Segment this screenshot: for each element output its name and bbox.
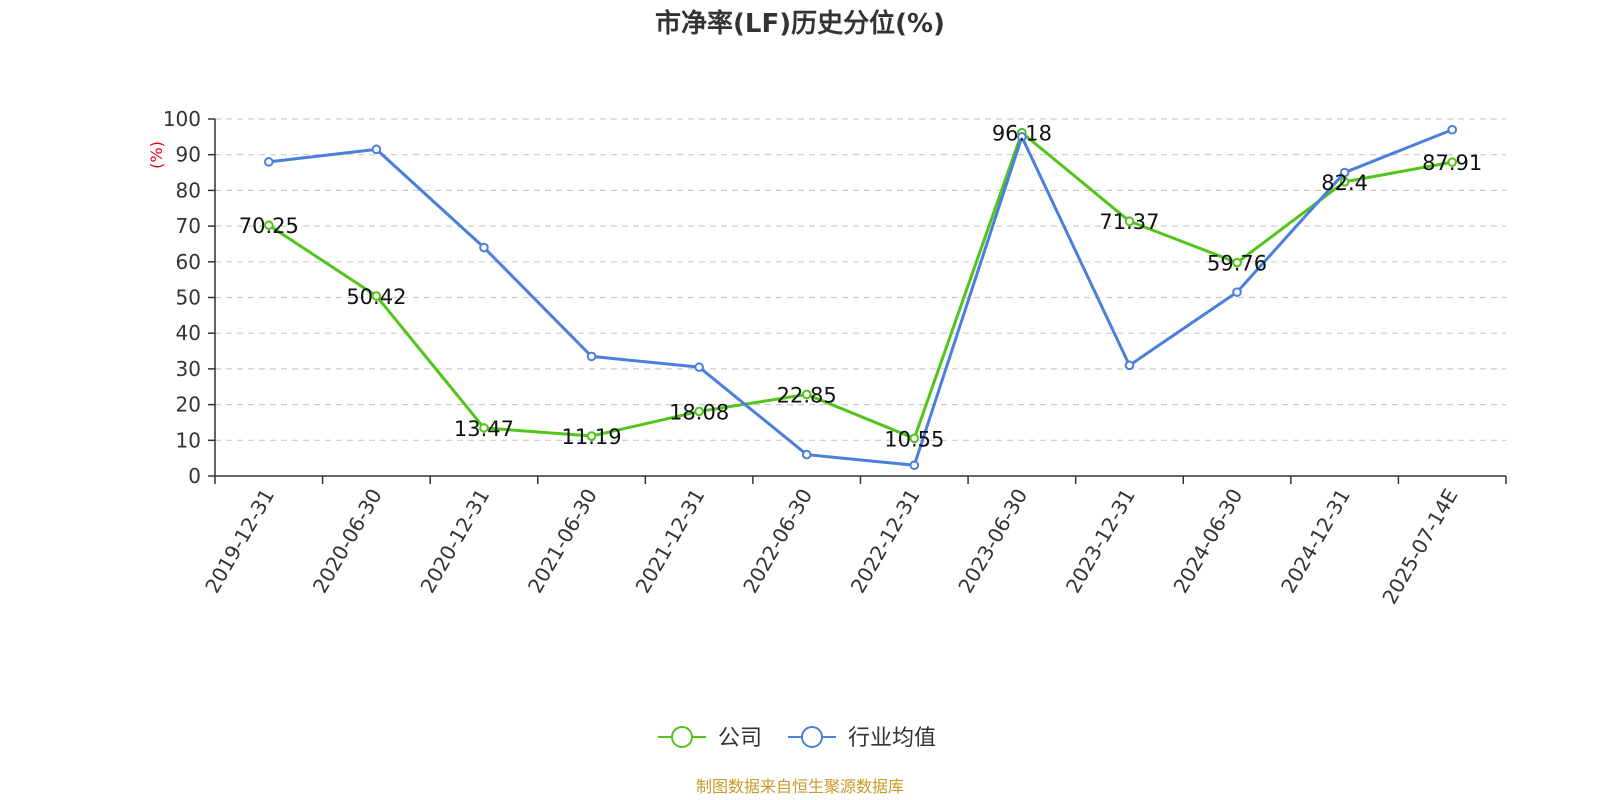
- x-tick-label: 2021-12-31: [631, 485, 710, 598]
- data-label: 70.25: [239, 214, 299, 238]
- data-labels: 70.25 50.42 13.47 11.19 18.08 22.85 10.55 96.18…: [239, 122, 1483, 452]
- y-tick-label: 100: [163, 107, 201, 131]
- data-point[interactable]: [694, 406, 704, 417]
- x-tick-label: 2020-06-30: [308, 485, 387, 598]
- x-tick-label: 2021-06-30: [523, 485, 602, 598]
- x-tick-label: 2020-12-31: [415, 485, 494, 598]
- axes: [208, 118, 1507, 484]
- data-point[interactable]: [1447, 124, 1458, 135]
- data-label: 50.42: [346, 285, 406, 309]
- x-tick-label: 2024-12-31: [1276, 485, 1355, 598]
- x-tick-label: 2023-06-30: [953, 485, 1032, 598]
- legend-item-0[interactable]: 公司: [658, 726, 762, 751]
- series-line-0: [267, 131, 1453, 440]
- legend-item-1[interactable]: 行业均值: [788, 726, 936, 751]
- y-tick-label: 80: [176, 178, 201, 202]
- y-tick-label: 70: [176, 214, 201, 238]
- data-point[interactable]: [263, 220, 274, 231]
- data-label: 18.08: [669, 400, 729, 424]
- y-tick-label: 50: [176, 286, 201, 310]
- data-label: 82.4: [1321, 171, 1368, 195]
- data-point[interactable]: [371, 291, 382, 301]
- data-point[interactable]: [909, 433, 920, 444]
- x-tick-labels: 2019-12-31 2020-06-30 2020-12-31 2021-06-30…: [200, 485, 1462, 609]
- y-tick-label: 40: [176, 321, 201, 345]
- data-label: 96.18: [992, 122, 1052, 146]
- y-axis-label: (%): [147, 141, 166, 169]
- data-label: 59.76: [1207, 252, 1267, 276]
- x-tick-label: 2019-12-31: [200, 485, 279, 598]
- data-label: 71.37: [1099, 210, 1159, 234]
- data-point[interactable]: [1447, 157, 1458, 167]
- series-lines: [263, 124, 1458, 471]
- y-tick-label: 30: [176, 357, 201, 381]
- data-label: 87.91: [1422, 151, 1482, 175]
- data-point[interactable]: [1339, 177, 1350, 187]
- legend[interactable]: 公司 行业均值: [658, 726, 936, 751]
- data-label: 11.19: [561, 425, 621, 449]
- legend-label: 行业均值: [848, 726, 936, 751]
- data-point[interactable]: [371, 144, 382, 155]
- series-line-1: [268, 128, 1453, 467]
- data-point[interactable]: [263, 157, 274, 167]
- data-point[interactable]: [694, 362, 704, 372]
- x-tick-label: 2022-12-31: [846, 485, 925, 598]
- legend-marker: [801, 726, 823, 748]
- data-point[interactable]: [801, 389, 812, 400]
- y-tick-label: 90: [176, 143, 201, 167]
- y-tick-label: 0: [188, 464, 201, 488]
- data-point[interactable]: [1124, 360, 1135, 371]
- data-point[interactable]: [1232, 257, 1242, 268]
- y-tick-label: 10: [176, 428, 201, 452]
- data-point[interactable]: [1232, 287, 1242, 297]
- legend-label: 公司: [718, 726, 762, 751]
- legend-marker: [671, 726, 693, 748]
- data-point[interactable]: [586, 351, 597, 362]
- data-label: 10.55: [884, 427, 944, 451]
- data-point[interactable]: [586, 431, 597, 441]
- x-tick-label: 2023-12-31: [1061, 485, 1140, 598]
- x-tick-label: 2024-06-30: [1168, 485, 1247, 598]
- x-tick-label: 2025-07-14E: [1377, 485, 1462, 609]
- chart-title: 市净率(LF)历史分位(%): [655, 8, 945, 39]
- data-point[interactable]: [801, 449, 812, 460]
- x-tick-label: 2022-06-30: [738, 485, 817, 598]
- data-point[interactable]: [1124, 216, 1135, 227]
- y-tick-labels: 0 10 20 30 40 50 60 70 80 90 100: [163, 107, 201, 488]
- y-tick-label: 20: [176, 393, 201, 417]
- data-label: 22.85: [777, 383, 837, 407]
- data-point[interactable]: [479, 423, 489, 433]
- data-point[interactable]: [1017, 132, 1027, 142]
- data-point[interactable]: [909, 460, 920, 471]
- gridlines: [215, 118, 1506, 441]
- y-tick-label: 60: [176, 250, 201, 274]
- data-point[interactable]: [479, 242, 489, 253]
- source-note: 制图数据来自恒生聚源数据库: [696, 777, 904, 796]
- data-label: 13.47: [454, 417, 514, 441]
- data-point[interactable]: [1339, 167, 1350, 178]
